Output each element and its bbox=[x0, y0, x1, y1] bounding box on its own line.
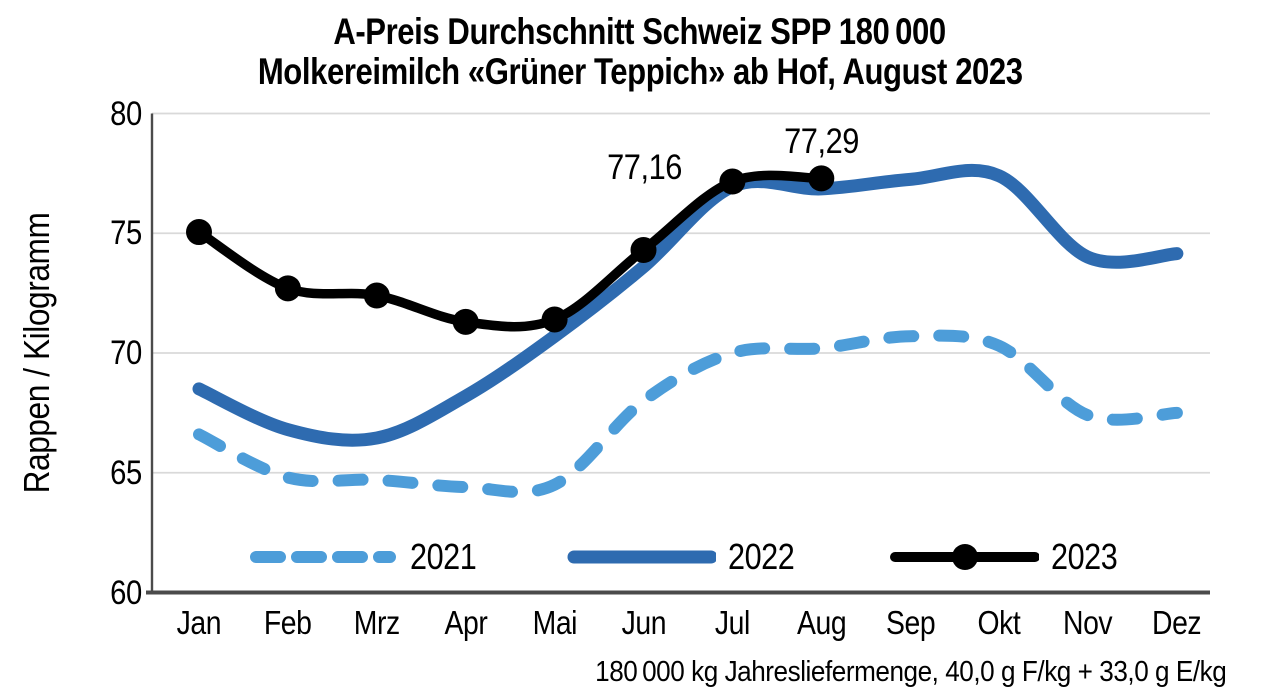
y-tick-label: 80 bbox=[110, 94, 142, 133]
x-tick-label: Jul bbox=[714, 604, 750, 641]
x-tick-label: Aug bbox=[796, 604, 847, 641]
point-label: 77,29 bbox=[783, 122, 859, 162]
x-tick-label: Mai bbox=[532, 604, 577, 641]
legend-label: 2022 bbox=[728, 536, 795, 577]
x-tick-label: Jan bbox=[176, 604, 222, 641]
chart-title-line1: A-Preis Durchschnitt Schweiz SPP 180 000 bbox=[333, 11, 947, 52]
chart-title-line2: Molkereimilch «Grüner Teppich» ab Hof, A… bbox=[257, 51, 1023, 92]
series-line-2023 bbox=[194, 170, 827, 332]
y-tick-label: 75 bbox=[110, 214, 142, 253]
x-tick-label: Feb bbox=[264, 604, 312, 641]
legend-item-2022: 2022 bbox=[566, 538, 806, 576]
x-tick-label: Nov bbox=[1063, 604, 1113, 641]
data-point-marker bbox=[541, 306, 568, 333]
legend-label: 2023 bbox=[1051, 536, 1118, 577]
legend: 2021 2022 2023 bbox=[0, 538, 1280, 576]
x-tick-label: Jun bbox=[621, 604, 666, 641]
legend-label: 2021 bbox=[410, 536, 477, 577]
data-point-marker bbox=[719, 168, 746, 195]
legend-item-2023: 2023 bbox=[889, 538, 1129, 576]
legend-item-2021: 2021 bbox=[248, 538, 488, 576]
y-tick-label: 65 bbox=[110, 453, 142, 492]
y-tick-label: 60 bbox=[110, 573, 142, 612]
legend-swatch-dashed-line bbox=[250, 551, 396, 563]
footnote: 180 000 kg Jahresliefermenge, 40,0 g F/k… bbox=[594, 656, 1227, 688]
series-line-2022 bbox=[192, 163, 1184, 447]
legend-swatch-solid-line bbox=[567, 550, 716, 564]
legend-swatch-marker-line bbox=[890, 544, 1039, 570]
y-tick-label: 70 bbox=[110, 334, 142, 372]
chart-title: A-Preis Durchschnitt Schweiz SPP 180 000… bbox=[0, 12, 1280, 92]
point-label: 77,16 bbox=[606, 147, 682, 187]
x-tick-label: Apr bbox=[444, 604, 488, 641]
data-point-marker bbox=[452, 308, 479, 335]
data-point-marker bbox=[274, 275, 301, 302]
x-tick-label: Okt bbox=[977, 604, 1021, 641]
x-tick-label: Mrz bbox=[353, 604, 400, 641]
x-tick-label: Dez bbox=[1152, 604, 1202, 641]
data-point-marker bbox=[630, 237, 657, 264]
data-point-marker bbox=[808, 165, 835, 192]
data-point-marker bbox=[363, 282, 390, 309]
x-tick-label: Sep bbox=[885, 604, 936, 641]
data-point-marker bbox=[186, 219, 212, 246]
series-line-2021 bbox=[193, 329, 1183, 498]
